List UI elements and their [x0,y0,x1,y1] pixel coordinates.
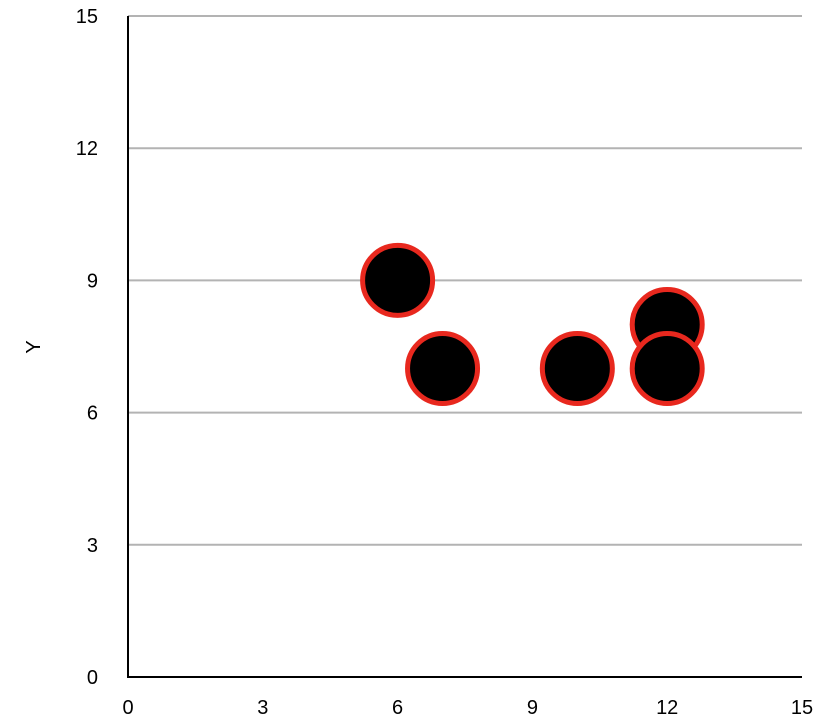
x-tick-label: 15 [791,697,813,719]
y-tick-label: 15 [76,6,98,28]
x-tick-label: 0 [122,697,133,719]
x-tick-label: 3 [257,697,268,719]
y-tick-label: 6 [87,403,98,425]
axes [127,16,802,678]
x-tick-label: 9 [527,697,538,719]
x-tick-labels: 0 3 6 9 12 15 [122,697,813,719]
data-point [629,331,705,407]
y-tick-label: 9 [87,270,98,292]
x-tick-label: 6 [392,697,403,719]
data-point [360,242,436,318]
y-tick-labels: 0 3 6 9 12 15 [76,6,98,689]
y-tick-label: 0 [87,667,98,689]
data-point [539,331,615,407]
data-point [405,331,481,407]
y-tick-label: 3 [87,535,98,557]
y-tick-label: 12 [76,138,98,160]
x-tick-label: 12 [656,697,678,719]
y-axis-label: Y [23,340,45,353]
data-points [360,242,705,407]
gridlines [128,15,802,546]
